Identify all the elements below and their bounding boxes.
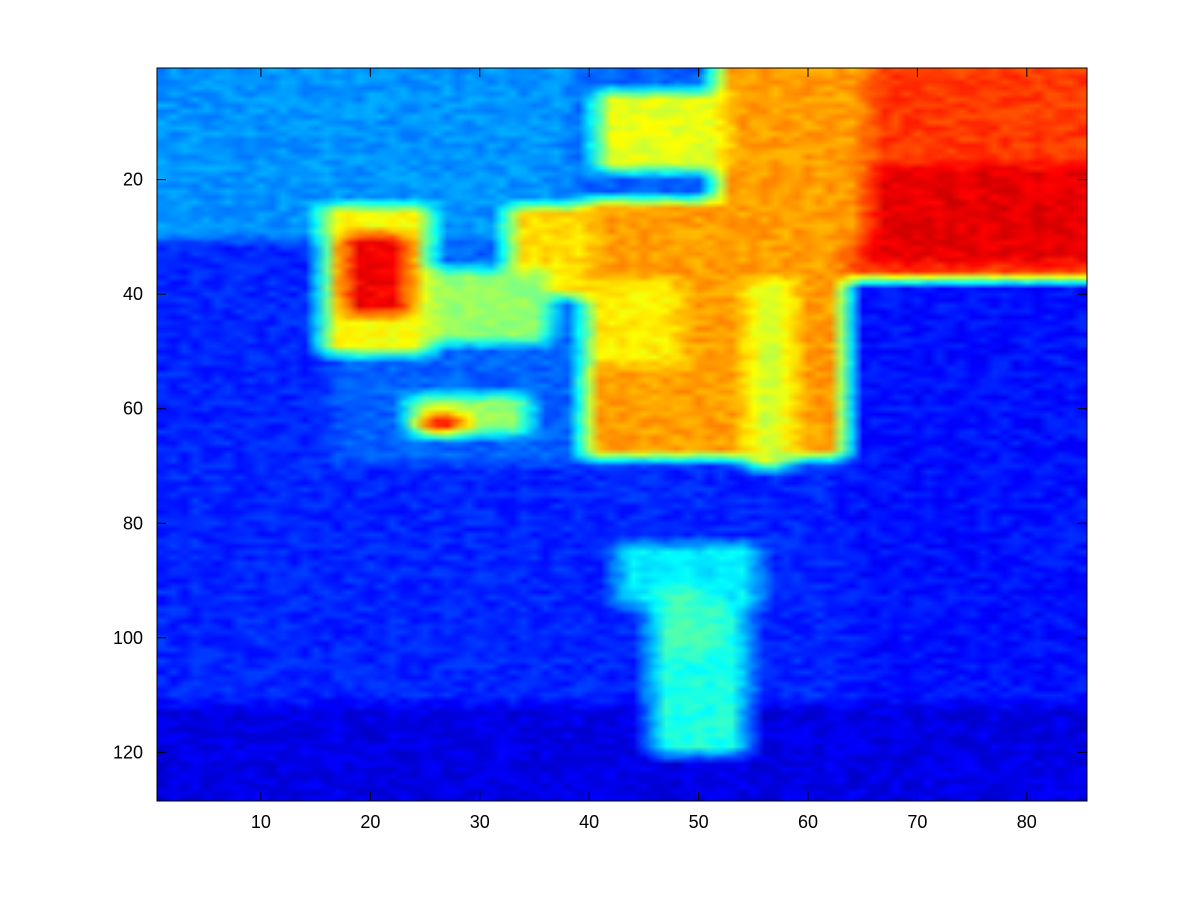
heatmap-image: [157, 68, 1087, 801]
y-tick-label: 40: [123, 284, 143, 304]
axes-frame: [156, 67, 1088, 802]
x-tick-label: 80: [1017, 812, 1037, 832]
x-tick-label: 70: [907, 812, 927, 832]
y-tick-label: 100: [113, 628, 143, 648]
y-tick-label: 60: [123, 399, 143, 419]
x-tick-label: 60: [798, 812, 818, 832]
x-tick-label: 40: [579, 812, 599, 832]
x-tick-label: 10: [251, 812, 271, 832]
x-tick-label: 50: [689, 812, 709, 832]
y-tick-label: 120: [113, 742, 143, 762]
y-tick-label: 20: [123, 170, 143, 190]
y-tick-label: 80: [123, 513, 143, 533]
x-tick-label: 30: [470, 812, 490, 832]
x-tick-label: 20: [360, 812, 380, 832]
tick-layer: 10 20 30 40 50 60 70 80 20 40 60 80 100 120: [113, 68, 1087, 832]
